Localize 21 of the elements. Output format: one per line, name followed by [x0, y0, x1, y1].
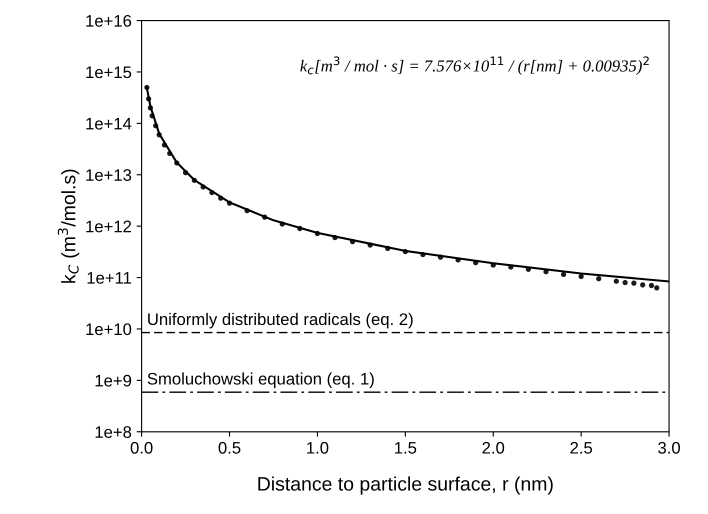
y-tick-label: 1e+13	[86, 169, 132, 181]
ref-line-label: Smoluchowski equation (eq. 1)	[148, 372, 374, 388]
annotation: k$_{c}$[m$^{3}$ / mol · s] = 7.576×10$^{11}$ / (r[nm] + 0.00935)$^{2}$	[300, 56, 649, 75]
y-axis-title: k$_{C}$ (m$^{3}$/mol.s)	[58, 170, 80, 283]
x-tick-label: 0.5	[218, 442, 240, 454]
x-tick-label: 3.0	[658, 442, 680, 454]
x-tick-label: 2.5	[570, 442, 592, 454]
x-tick-label: 0.0	[130, 442, 153, 454]
y-tick-label: 1e+10	[86, 323, 132, 336]
y-tick-label: 1e+11	[88, 272, 132, 284]
x-tick-label: 1.0	[307, 442, 328, 454]
y-tick-label: 1e+15	[86, 66, 132, 78]
y-tick-label: 1e+14	[86, 118, 132, 130]
y-tick-label: 1e+16	[86, 14, 132, 27]
x-axis-title: Distance to particle surface, r (nm)	[258, 476, 553, 495]
x-tick-label: 1.5	[395, 442, 416, 454]
y-tick-label: 1e+8	[96, 426, 132, 438]
y-tick-label: 1e+12	[86, 220, 132, 232]
x-tick-label: 2.0	[482, 442, 504, 454]
y-tick-label: 1e+9	[96, 374, 132, 387]
ref-line-label: Uniformly distributed radicals (eq. 2)	[148, 312, 413, 328]
